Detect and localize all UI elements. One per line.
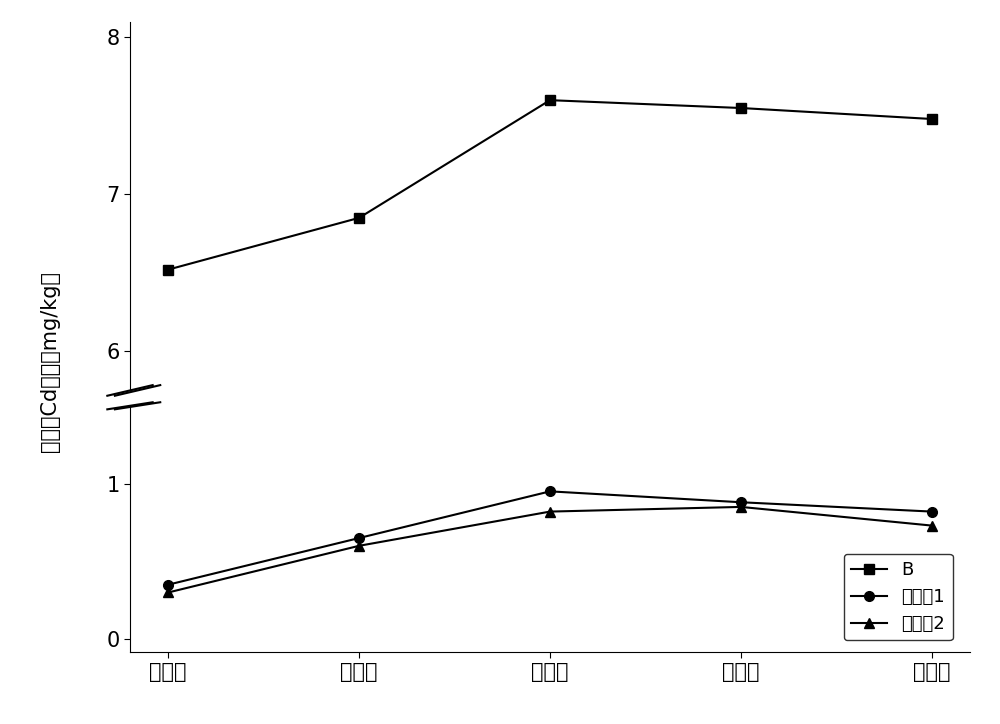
B [735,104,747,112]
Line: B: B [163,96,937,274]
Legend: B, 实施例1, 实施例2: B, 实施例1, 实施例2 [844,554,953,640]
Text: 可溢性Cd含量（mg/kg）: 可溢性Cd含量（mg/kg） [40,272,60,452]
B [353,214,365,222]
B [926,114,938,123]
B [162,265,174,274]
B [544,96,556,104]
